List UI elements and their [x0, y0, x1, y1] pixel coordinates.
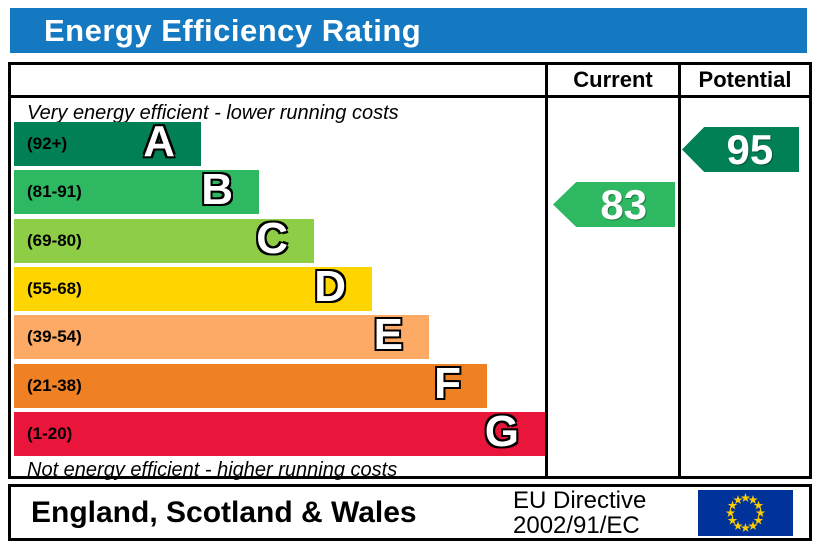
eu-flag-star — [755, 508, 766, 518]
band-b-range: (81-91) — [27, 182, 82, 201]
eu-flag-star — [740, 523, 751, 533]
band-a-range: (92+) — [27, 134, 68, 153]
band-c-letter: C — [255, 214, 289, 264]
band-f: (21-38) F — [14, 359, 487, 409]
eu-directive-label: EU Directive 2002/91/EC — [513, 488, 646, 538]
footer: England, Scotland & Wales EU Directive 2… — [8, 484, 812, 541]
eu-directive-line2: 2002/91/EC — [513, 512, 640, 539]
rating-chart-box: Current Potential Very energy efficient … — [8, 62, 812, 481]
page-title: Energy Efficiency Rating — [44, 12, 422, 48]
eu-flag-star — [753, 500, 764, 510]
title-bar: Energy Efficiency Rating — [10, 8, 807, 53]
eu-flag-star — [733, 495, 743, 505]
eu-flag-star — [725, 508, 736, 518]
band-e-letter: E — [373, 310, 404, 360]
eu-flag-star — [740, 493, 751, 503]
potential-rating-value: 95 — [726, 125, 774, 173]
band-c-range: (69-80) — [27, 231, 82, 250]
header-separator-line — [11, 95, 809, 98]
band-d: (55-68) D — [14, 262, 372, 312]
bottom-note: Not energy efficient - higher running co… — [27, 459, 398, 481]
current-rating-arrow: 83 — [553, 182, 675, 227]
band-g: (1-20) G — [14, 407, 545, 457]
eu-flag-star — [748, 520, 758, 531]
potential-column-header: Potential — [698, 67, 792, 92]
eu-flag-star — [748, 495, 758, 505]
current-column-divider — [545, 65, 548, 476]
band-g-letter: G — [484, 407, 520, 457]
band-g-range: (1-20) — [27, 424, 73, 443]
band-b: (81-91) B — [14, 165, 259, 215]
potential-rating-arrow: 95 — [682, 127, 799, 172]
band-e: (39-54) E — [14, 310, 429, 360]
eu-flag-star — [727, 515, 738, 525]
current-column-header: Current — [573, 67, 653, 92]
band-a-letter: A — [142, 117, 176, 167]
eu-flag-star — [753, 515, 764, 525]
top-note: Very energy efficient - lower running co… — [27, 102, 399, 124]
band-f-range: (21-38) — [27, 376, 82, 395]
eu-flag-stars — [725, 493, 766, 533]
footer-region-label: England, Scotland & Wales — [31, 495, 417, 529]
eu-flag-star — [727, 500, 738, 510]
band-d-range: (55-68) — [27, 279, 82, 298]
band-d-letter: D — [313, 262, 347, 312]
eu-flag-star — [733, 520, 743, 531]
band-e-range: (39-54) — [27, 327, 82, 346]
current-rating-value: 83 — [600, 180, 648, 228]
band-a: (92+) A — [14, 117, 201, 167]
eu-directive-line1: EU Directive — [513, 487, 647, 514]
band-f-letter: F — [433, 359, 462, 409]
eu-flag-icon — [698, 490, 793, 536]
band-c: (69-80) C — [14, 214, 314, 264]
potential-column-divider — [678, 65, 681, 476]
band-b-letter: B — [200, 165, 234, 215]
